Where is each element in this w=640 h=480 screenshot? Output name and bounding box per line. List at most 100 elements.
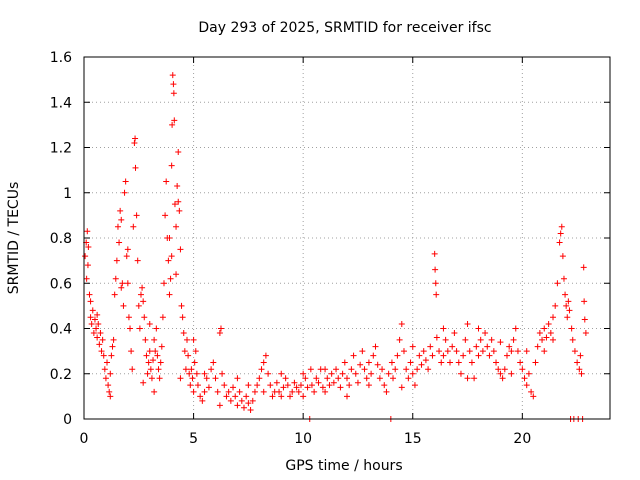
data-point — [344, 375, 350, 382]
data-point — [107, 370, 114, 377]
data-point — [307, 366, 314, 373]
data-point — [436, 348, 443, 355]
data-point — [429, 352, 436, 359]
data-point — [333, 366, 340, 373]
data-point — [166, 291, 173, 298]
data-point — [108, 352, 115, 359]
data-point — [90, 330, 97, 337]
data-point — [171, 117, 178, 124]
y-tick-label: 0.2 — [50, 367, 72, 383]
data-point — [464, 375, 471, 382]
data-point — [86, 291, 93, 298]
data-point — [91, 316, 98, 323]
data-point — [552, 302, 559, 309]
data-point — [132, 164, 139, 171]
chart-title: Day 293 of 2025, SRMTID for receiver ifs… — [198, 20, 491, 36]
data-point — [186, 370, 193, 377]
data-point — [453, 348, 460, 355]
data-point — [282, 375, 289, 382]
data-point — [337, 384, 344, 391]
data-point — [578, 370, 585, 377]
data-point — [289, 388, 296, 395]
data-point — [420, 348, 427, 355]
data-point — [208, 366, 215, 373]
data-point — [376, 375, 383, 382]
y-axis-label: SRMTID / TECUs — [6, 182, 22, 295]
data-point — [140, 379, 147, 386]
data-point — [322, 366, 329, 373]
data-point — [300, 393, 307, 400]
data-point — [110, 336, 117, 343]
data-point — [398, 384, 405, 391]
data-point — [247, 406, 254, 413]
data-point — [94, 334, 101, 341]
data-point — [566, 307, 573, 314]
data-point — [348, 366, 355, 373]
data-point — [545, 320, 552, 327]
data-point — [508, 370, 515, 377]
data-point — [245, 382, 252, 389]
data-point — [361, 366, 368, 373]
data-point — [486, 352, 493, 359]
data-point — [178, 302, 185, 309]
data-point — [116, 239, 123, 246]
data-point — [431, 250, 438, 257]
data-point — [150, 357, 157, 364]
data-point — [118, 284, 125, 291]
data-point — [262, 352, 269, 359]
data-point — [105, 382, 112, 389]
data-point — [414, 366, 421, 373]
data-point — [475, 352, 482, 359]
data-point — [365, 359, 372, 366]
data-point — [82, 253, 89, 260]
data-point — [212, 375, 219, 382]
data-point — [550, 336, 557, 343]
data-point — [311, 388, 318, 395]
data-point — [143, 352, 150, 359]
data-point — [313, 375, 320, 382]
data-point — [411, 382, 418, 389]
data-point — [503, 352, 510, 359]
x-tick-label: 15 — [404, 431, 422, 447]
data-point — [574, 359, 581, 366]
data-point — [230, 384, 237, 391]
x-tick-label: 5 — [189, 431, 198, 447]
data-point — [563, 302, 570, 309]
data-point — [519, 366, 526, 373]
data-point — [113, 257, 120, 264]
data-point — [510, 336, 517, 343]
data-point — [87, 298, 94, 305]
data-point — [400, 348, 407, 355]
data-point — [440, 352, 447, 359]
data-point — [188, 366, 195, 373]
data-point — [326, 382, 333, 389]
data-point — [83, 275, 90, 282]
data-point — [394, 352, 401, 359]
x-axis-label: GPS time / hours — [285, 458, 402, 474]
data-point — [359, 348, 366, 355]
data-point — [169, 121, 176, 128]
data-point — [554, 280, 561, 287]
data-point — [176, 207, 183, 214]
data-point — [477, 336, 484, 343]
x-tick-label: 0 — [80, 431, 89, 447]
data-point — [258, 366, 265, 373]
data-point — [99, 336, 106, 343]
data-point — [177, 246, 184, 253]
data-point — [582, 330, 589, 337]
data-point — [135, 302, 142, 309]
data-point — [276, 388, 283, 395]
data-point — [109, 343, 116, 350]
data-point — [197, 393, 204, 400]
data-point — [354, 379, 361, 386]
data-point — [541, 325, 548, 332]
data-point — [558, 223, 565, 230]
data-point — [374, 361, 381, 368]
data-point — [344, 393, 350, 400]
data-point — [328, 370, 335, 377]
data-point — [352, 370, 359, 377]
data-point — [168, 253, 175, 260]
data-point — [137, 291, 144, 298]
data-point — [151, 388, 158, 395]
